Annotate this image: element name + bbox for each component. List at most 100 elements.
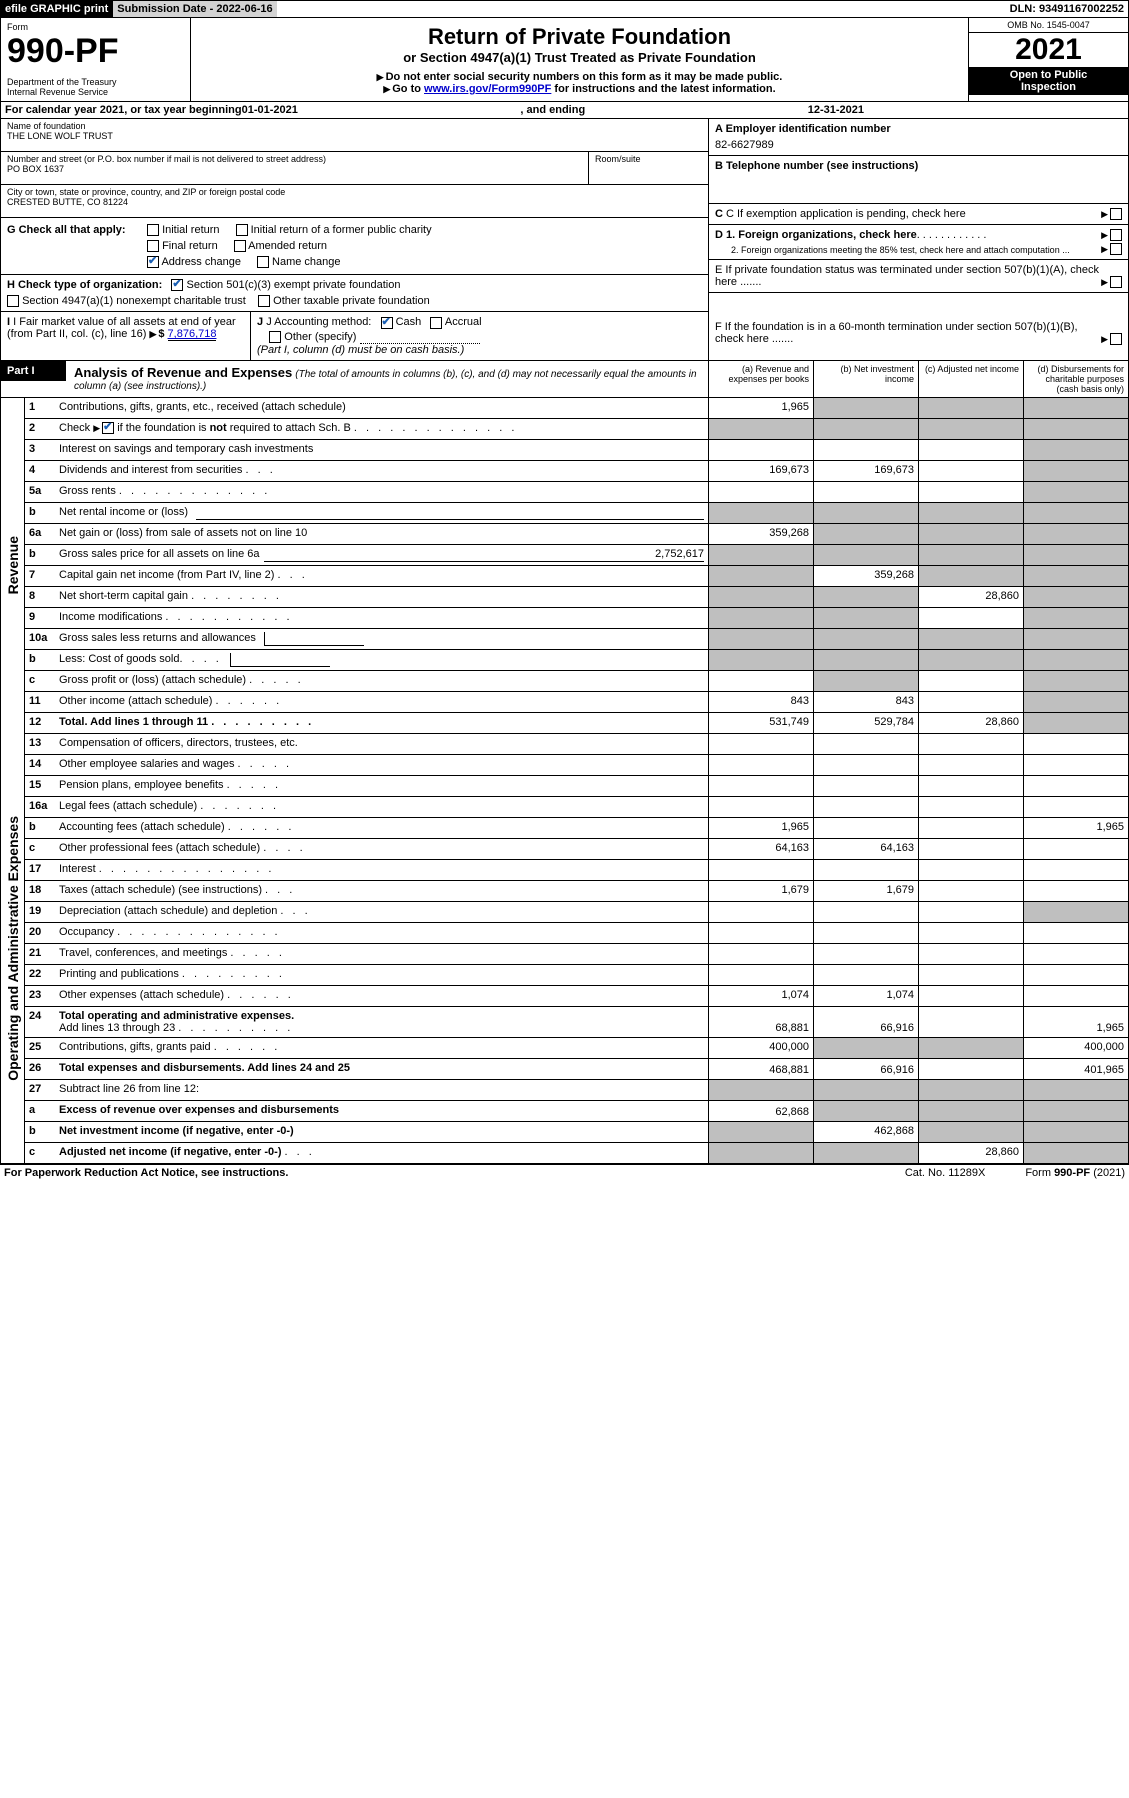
g-address[interactable]: Address change bbox=[147, 256, 241, 268]
line-27a: a Excess of revenue over expenses and di… bbox=[25, 1101, 1128, 1122]
line-8: 8 Net short-term capital gain . . . . . … bbox=[25, 587, 1128, 608]
entity-block: Name of foundation THE LONE WOLF TRUST N… bbox=[0, 119, 1129, 361]
line-6b: b Gross sales price for all assets on li… bbox=[25, 545, 1128, 566]
form-footer: Form 990-PF (2021) bbox=[1025, 1167, 1125, 1179]
j-accrual-check[interactable] bbox=[430, 317, 442, 329]
revenue-side-label: Revenue bbox=[5, 536, 21, 594]
line-6a: 6a Net gain or (loss) from sale of asset… bbox=[25, 524, 1128, 545]
section-ij: I I Fair market value of all assets at e… bbox=[1, 312, 708, 359]
line-14: 14 Other employee salaries and wages . .… bbox=[25, 755, 1128, 776]
cat-no: Cat. No. 11289X bbox=[905, 1167, 986, 1179]
dln: DLN: 93491167002252 bbox=[1006, 1, 1128, 17]
line-27c: c Adjusted net income (if negative, ente… bbox=[25, 1143, 1128, 1163]
line-24: 24 Total operating and administrative ex… bbox=[25, 1007, 1128, 1038]
line-4: 4 Dividends and interest from securities… bbox=[25, 461, 1128, 482]
tax-year: 2021 bbox=[969, 33, 1128, 67]
section-e: E If private foundation status was termi… bbox=[709, 260, 1128, 293]
line-10c: c Gross profit or (loss) (attach schedul… bbox=[25, 671, 1128, 692]
city: CRESTED BUTTE, CO 81224 bbox=[7, 197, 702, 207]
col-d-header: (d) Disbursements for charitable purpose… bbox=[1023, 361, 1128, 397]
c-check[interactable] bbox=[1110, 208, 1122, 220]
section-b: B Telephone number (see instructions) bbox=[709, 156, 1128, 204]
e-check[interactable] bbox=[1110, 276, 1122, 288]
col-c-header: (c) Adjusted net income bbox=[918, 361, 1023, 397]
form-word: Form bbox=[7, 22, 184, 32]
section-a: A Employer identification number 82-6627… bbox=[709, 119, 1128, 156]
line-13: 13 Compensation of officers, directors, … bbox=[25, 734, 1128, 755]
section-d: D 1. Foreign organizations, check here..… bbox=[709, 225, 1128, 260]
j-other-check[interactable] bbox=[269, 331, 281, 343]
line-10b: b Less: Cost of goods sold . . . . bbox=[25, 650, 1128, 671]
part1-badge: Part I bbox=[1, 361, 66, 381]
form-number: 990-PF bbox=[7, 32, 184, 71]
submission-date: Submission Date - 2022-06-16 bbox=[112, 1, 276, 17]
schb-check[interactable] bbox=[102, 422, 114, 434]
addr: PO BOX 1637 bbox=[7, 164, 582, 174]
efile-label: efile GRAPHIC print bbox=[1, 1, 112, 17]
warning-goto: Go to www.irs.gov/Form990PF for instruct… bbox=[197, 83, 962, 95]
h-other-check[interactable] bbox=[258, 295, 270, 307]
line-21: 21 Travel, conferences, and meetings . .… bbox=[25, 944, 1128, 965]
line-12: 12 Total. Add lines 1 through 11 . . . .… bbox=[25, 713, 1128, 734]
line-10a: 10a Gross sales less returns and allowan… bbox=[25, 629, 1128, 650]
calendar-year-row: For calendar year 2021, or tax year begi… bbox=[0, 102, 1129, 119]
g-final[interactable]: Final return bbox=[147, 240, 218, 252]
part1-header: Part I Analysis of Revenue and Expenses … bbox=[0, 361, 1129, 398]
g-initial[interactable]: Initial return bbox=[147, 224, 220, 236]
name-label: Name of foundation bbox=[7, 121, 702, 131]
pra-notice: For Paperwork Reduction Act Notice, see … bbox=[4, 1167, 905, 1179]
j-cash-check[interactable] bbox=[381, 317, 393, 329]
section-c: C C If exemption application is pending,… bbox=[709, 204, 1128, 225]
line-27: 27 Subtract line 26 from line 12: bbox=[25, 1080, 1128, 1101]
expenses-section: Operating and Administrative Expenses 13… bbox=[0, 734, 1129, 1163]
section-f: F If the foundation is in a 60-month ter… bbox=[709, 293, 1128, 349]
form990pf-link[interactable]: www.irs.gov/Form990PF bbox=[424, 83, 551, 95]
line-5a: 5a Gross rents . . . . . . . . . . . . . bbox=[25, 482, 1128, 503]
line-22: 22 Printing and publications . . . . . .… bbox=[25, 965, 1128, 986]
topbar: efile GRAPHIC print Submission Date - 20… bbox=[0, 0, 1129, 18]
page-footer: For Paperwork Reduction Act Notice, see … bbox=[0, 1163, 1129, 1181]
h-4947-check[interactable] bbox=[7, 295, 19, 307]
room-label: Room/suite bbox=[595, 154, 702, 164]
line-7: 7 Capital gain net income (from Part IV,… bbox=[25, 566, 1128, 587]
line-11: 11 Other income (attach schedule) . . . … bbox=[25, 692, 1128, 713]
line-16c: c Other professional fees (attach schedu… bbox=[25, 839, 1128, 860]
line-5b: b Net rental income or (loss) bbox=[25, 503, 1128, 524]
g-initial-former[interactable]: Initial return of a former public charit… bbox=[236, 224, 432, 236]
revenue-section: Revenue 1 Contributions, gifts, grants, … bbox=[0, 398, 1129, 734]
expenses-side-label: Operating and Administrative Expenses bbox=[5, 816, 21, 1081]
line-16a: 16a Legal fees (attach schedule) . . . .… bbox=[25, 797, 1128, 818]
d1-check[interactable] bbox=[1110, 229, 1122, 241]
form-title: Return of Private Foundation bbox=[197, 24, 962, 50]
line-25: 25 Contributions, gifts, grants paid . .… bbox=[25, 1038, 1128, 1059]
line-9: 9 Income modifications . . . . . . . . .… bbox=[25, 608, 1128, 629]
form-header: Form 990-PF Department of the Treasury I… bbox=[0, 18, 1129, 102]
line-17: 17 Interest . . . . . . . . . . . . . . … bbox=[25, 860, 1128, 881]
irs: Internal Revenue Service bbox=[7, 87, 184, 97]
line-18: 18 Taxes (attach schedule) (see instruct… bbox=[25, 881, 1128, 902]
g-name[interactable]: Name change bbox=[257, 256, 341, 268]
h-501c3-check[interactable] bbox=[171, 279, 183, 291]
f-check[interactable] bbox=[1110, 333, 1122, 345]
line-26: 26 Total expenses and disbursements. Add… bbox=[25, 1059, 1128, 1080]
line-2: 2 Check if the foundation is not require… bbox=[25, 419, 1128, 440]
g-amended[interactable]: Amended return bbox=[234, 240, 327, 252]
part1-title: Analysis of Revenue and Expenses bbox=[74, 365, 292, 380]
form-subtitle: or Section 4947(a)(1) Trust Treated as P… bbox=[197, 50, 962, 65]
city-label: City or town, state or province, country… bbox=[7, 187, 702, 197]
dept-treasury: Department of the Treasury bbox=[7, 77, 184, 87]
line-23: 23 Other expenses (attach schedule) . . … bbox=[25, 986, 1128, 1007]
foundation-name: THE LONE WOLF TRUST bbox=[7, 131, 702, 141]
line-19: 19 Depreciation (attach schedule) and de… bbox=[25, 902, 1128, 923]
section-h: H Check type of organization: Section 50… bbox=[1, 275, 708, 312]
line-20: 20 Occupancy . . . . . . . . . . . . . . bbox=[25, 923, 1128, 944]
line-3: 3 Interest on savings and temporary cash… bbox=[25, 440, 1128, 461]
col-b-header: (b) Net investment income bbox=[813, 361, 918, 397]
addr-label: Number and street (or P.O. box number if… bbox=[7, 154, 582, 164]
line-1: 1 Contributions, gifts, grants, etc., re… bbox=[25, 398, 1128, 419]
line-16b: b Accounting fees (attach schedule) . . … bbox=[25, 818, 1128, 839]
col-a-header: (a) Revenue and expenses per books bbox=[708, 361, 813, 397]
d2-check[interactable] bbox=[1110, 243, 1122, 255]
fmv-link[interactable]: 7,876,718 bbox=[168, 328, 217, 341]
line-27b: b Net investment income (if negative, en… bbox=[25, 1122, 1128, 1143]
